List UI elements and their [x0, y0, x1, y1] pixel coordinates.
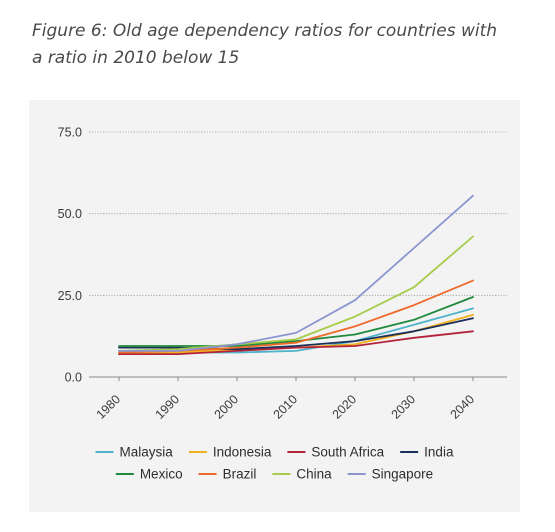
x-tick-label: 1990	[153, 392, 183, 422]
x-tick-label: 2000	[212, 392, 242, 422]
x-tick-label: 2030	[389, 392, 419, 422]
x-tick-label: 2020	[330, 392, 360, 422]
series-line-singapore	[118, 194, 474, 352]
line-chart: 0.0 25.0 50.0 75.0 1980 1990 2000 2010 2020 2030 2…	[58, 126, 507, 482]
y-tick-label: 25.0	[58, 289, 82, 303]
x-tick-label: 1980	[94, 392, 124, 422]
legend-label: China	[296, 467, 332, 482]
legend-label: Malaysia	[120, 445, 174, 460]
legend-label: Singapore	[372, 467, 434, 482]
legend-label: Mexico	[140, 467, 183, 482]
y-tick-label: 0.0	[65, 371, 82, 385]
legend-label: South Africa	[311, 445, 384, 460]
y-tick-label: 75.0	[58, 126, 82, 140]
x-tick-label: 2010	[271, 392, 301, 422]
y-tick-label: 50.0	[58, 207, 82, 221]
caption-line-2: a ratio in 2010 below 15	[32, 48, 240, 68]
chart-panel: 0.0 25.0 50.0 75.0 1980 1990 2000 2010 2020 2030 2…	[29, 100, 520, 512]
legend-label: India	[424, 445, 454, 460]
caption-line-1: Figure 6: Old age dependency ratios for …	[32, 21, 498, 41]
legend-label: Indonesia	[213, 445, 272, 460]
series-line-india	[118, 317, 474, 351]
legend-label: Brazil	[223, 467, 257, 482]
series-line-mexico	[118, 296, 474, 347]
series-line-china	[118, 235, 474, 352]
figure-caption: Figure 6: Old age dependency ratios for …	[32, 18, 532, 72]
x-tick-label: 2040	[448, 392, 478, 422]
series-line-south-africa	[118, 330, 474, 356]
